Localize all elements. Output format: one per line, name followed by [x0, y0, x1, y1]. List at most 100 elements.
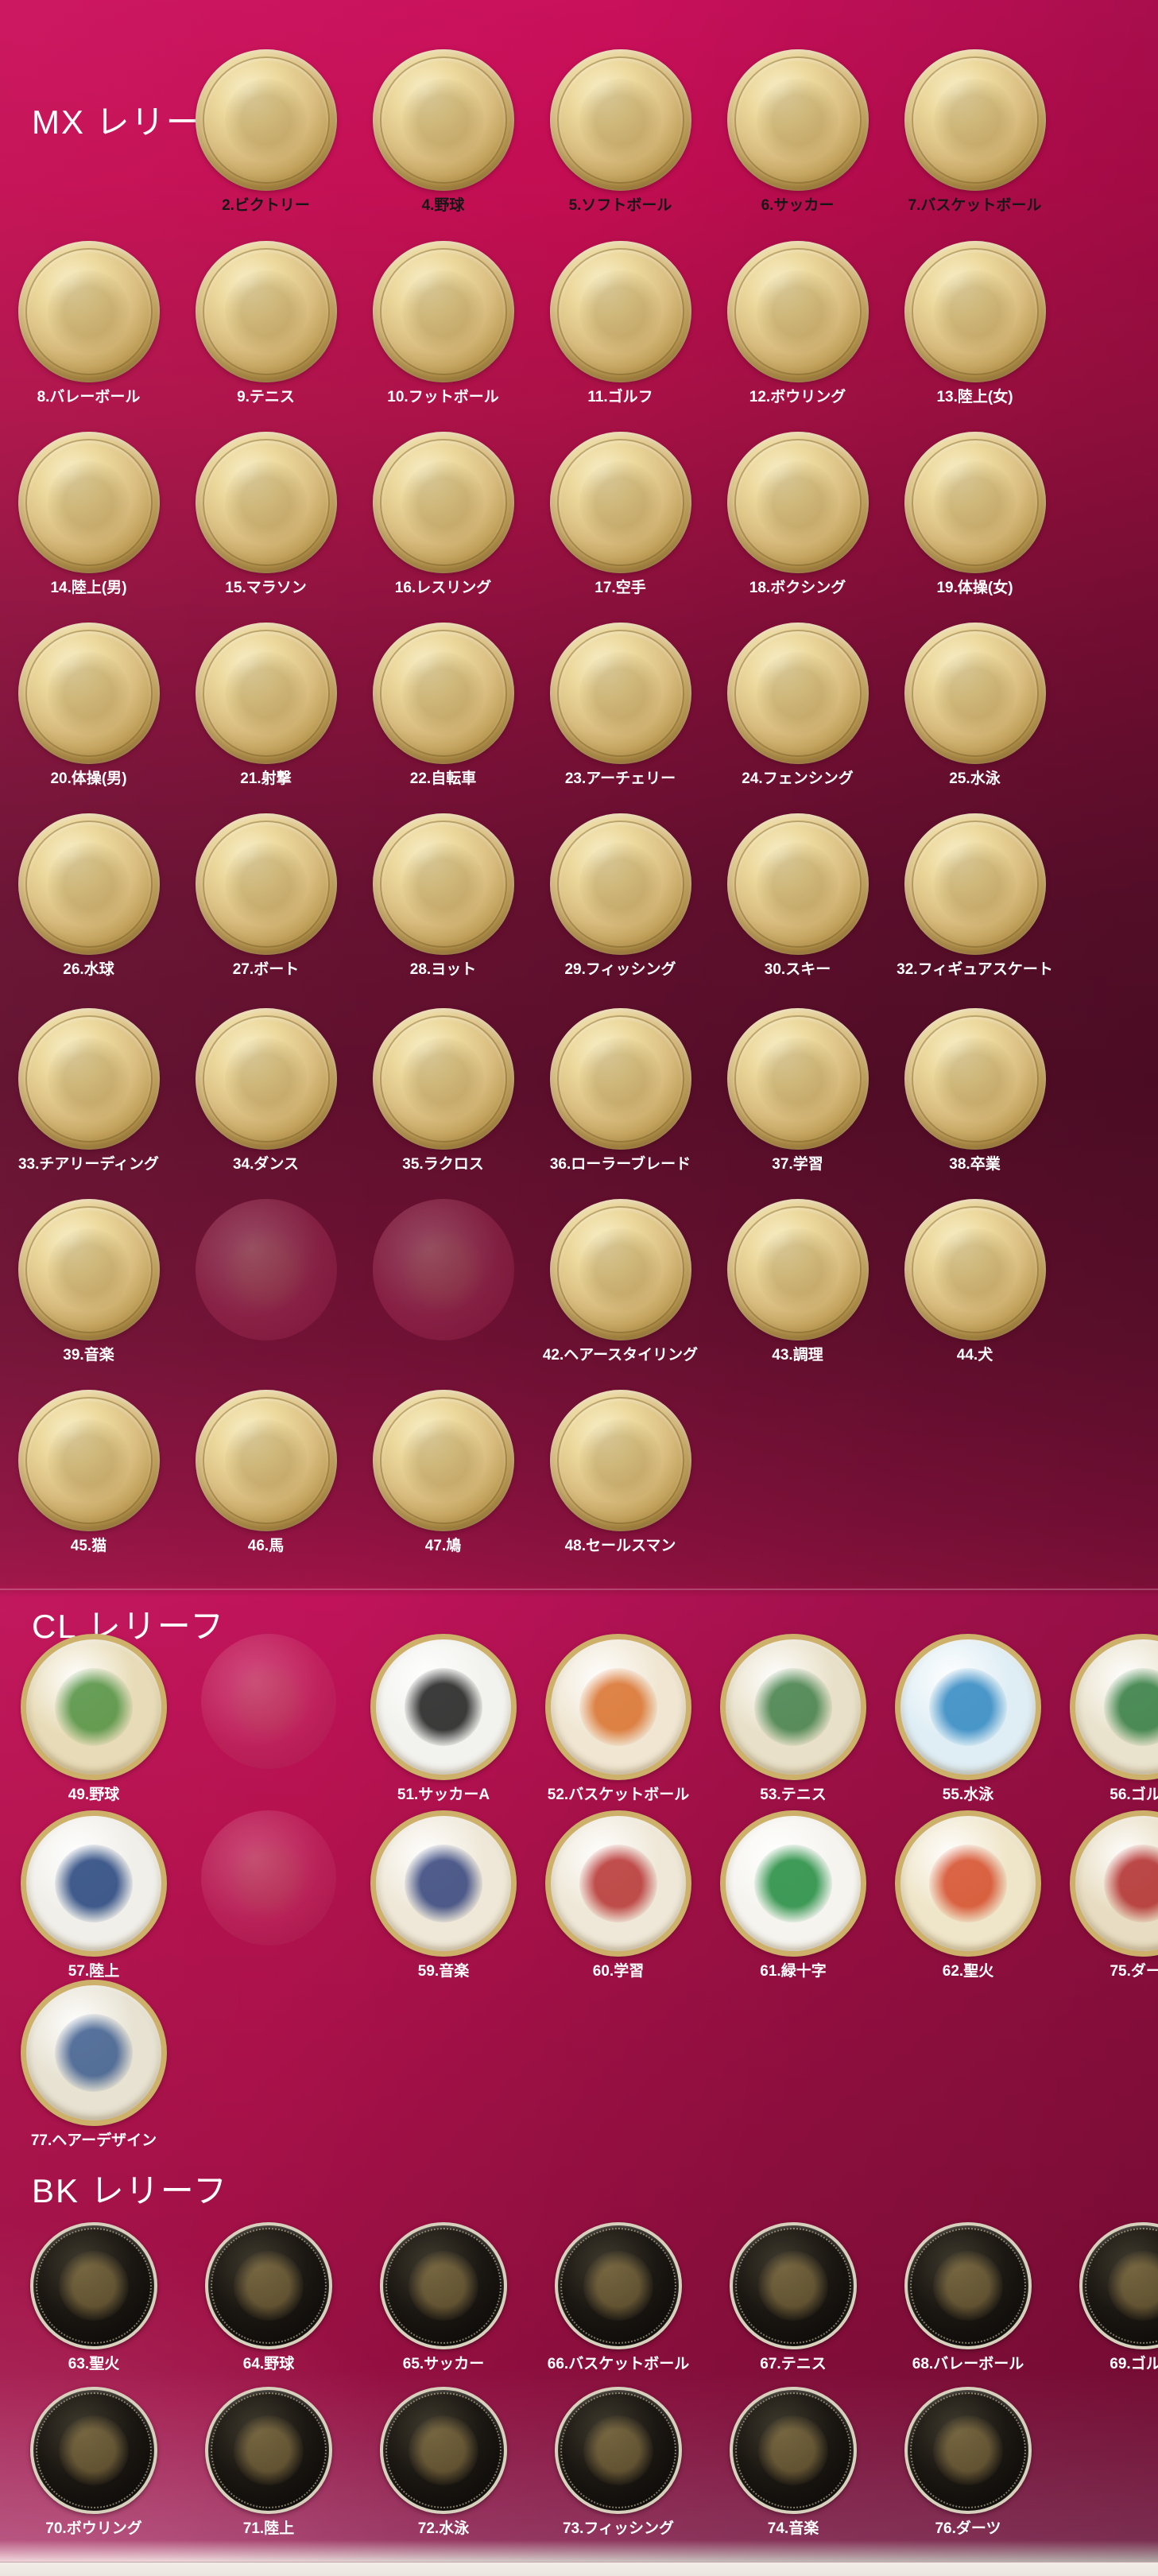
medal-label: 76.ダーツ — [935, 2520, 1001, 2537]
medal-relief-design — [933, 1228, 1017, 1311]
medal-relief-design — [401, 270, 485, 353]
medal-cell: 29.フィッシング — [532, 813, 709, 979]
medal-label: 14.陸上(男) — [50, 580, 127, 596]
medal-cell: 67.テニス — [706, 2222, 881, 2373]
medal-image — [904, 1199, 1046, 1340]
medal-label: 17.空手 — [594, 580, 646, 596]
medal-image — [372, 1008, 514, 1150]
medal-relief-design — [579, 461, 662, 544]
medal-relief-design — [928, 1667, 1008, 1747]
medal-row: 26.水球 27.ボート 28.ヨット 29.フィッシング 30.スキー 32.フィギュア… — [0, 813, 1063, 979]
medal-relief-design — [47, 270, 130, 353]
medal-cell: 16.レスリング — [354, 432, 532, 597]
medal-relief-design — [933, 79, 1017, 161]
medal-image — [904, 241, 1046, 382]
medal-relief-design — [224, 843, 308, 925]
medal-image — [549, 241, 691, 382]
medal-relief-design — [579, 1038, 662, 1120]
medal-image — [21, 1634, 167, 1780]
medal-label: 27.ボート — [232, 961, 300, 978]
medal-cell: 32.フィギュアスケート — [886, 813, 1063, 979]
ghost-medal-image — [201, 1634, 336, 1769]
medal-image — [380, 2222, 507, 2349]
medal-cell: 73.フィッシング — [531, 2387, 706, 2538]
medal-label: 67.テニス — [760, 2356, 827, 2372]
medal-relief-design — [224, 79, 308, 161]
medal-label: 64.野球 — [242, 2356, 295, 2372]
medal-cell: 25.水泳 — [886, 623, 1063, 788]
medal-row: 33.チアリーディング 34.ダンス 35.ラクロス 36.ローラーブレード 37.学習… — [0, 1008, 1063, 1174]
medal-relief-design — [756, 270, 839, 353]
medal-label: 29.フィッシング — [564, 961, 676, 978]
medal-relief-design — [756, 843, 839, 925]
medal-relief-design — [401, 1419, 485, 1502]
medal-relief-design — [47, 652, 130, 735]
medal-relief-design — [579, 652, 662, 735]
medal-cell: 24.フェンシング — [709, 623, 886, 788]
medal-label: 7.バスケットボール — [908, 197, 1042, 214]
ghost-medal-image — [201, 1810, 336, 1946]
medal-cell: 33.チアリーディング — [0, 1008, 177, 1174]
medal-row: 14.陸上(男) 15.マラソン 16.レスリング 17.空手 18.ボクシング 19.体… — [0, 432, 1063, 597]
medal-relief-design — [756, 1228, 839, 1311]
medal-cell: 19.体操(女) — [886, 432, 1063, 597]
medal-image — [895, 1634, 1041, 1780]
medal-image — [549, 432, 691, 573]
medal-image — [372, 241, 514, 382]
medal-relief-design — [933, 1038, 1017, 1120]
medal-image — [195, 1008, 337, 1150]
medal-relief-design — [579, 1844, 658, 1923]
medal-label: 36.ローラーブレード — [549, 1156, 691, 1173]
medal-cell: 45.猫 — [0, 1390, 177, 1555]
medal-image — [1070, 1634, 1158, 1780]
medal-cell: 47.鳩 — [354, 1390, 532, 1555]
medal-cell: 2.ビクトリー — [177, 49, 354, 215]
medal-label: 66.バスケットボール — [547, 2356, 690, 2372]
medal-cell: 9.テニス — [177, 241, 354, 406]
medal-label: 75.ダーツ — [1110, 1963, 1158, 1980]
medal-cell: 46.馬 — [177, 1390, 354, 1555]
medal-cell: 17.空手 — [532, 432, 709, 597]
medal-relief-design — [933, 461, 1017, 544]
medal-cell: 75.ダーツ — [1055, 1810, 1158, 1980]
medal-image — [17, 1199, 160, 1340]
medal-label: 51.サッカーA — [397, 1787, 490, 1803]
medal-relief-design — [583, 2250, 654, 2322]
medal-label: 33.チアリーディング — [17, 1156, 160, 1173]
medal-cell: 34.ダンス — [177, 1008, 354, 1174]
medal-image — [205, 2387, 332, 2514]
medal-relief-design — [401, 652, 485, 735]
medal-cell: 68.バレーボール — [881, 2222, 1055, 2373]
medal-relief-design — [224, 1419, 308, 1502]
medal-label: 15.マラソン — [225, 580, 307, 596]
medal-relief-design — [233, 2415, 304, 2486]
medal-row: 20.体操(男) 21.射撃 22.自転車 23.アーチェリー 24.フェンシング 25.… — [0, 623, 1063, 788]
medal-label: 69.ゴルフ — [1110, 2356, 1158, 2372]
medal-cell: 74.音楽 — [706, 2387, 881, 2538]
section-title-cl-relief: CL レリーフ — [32, 1608, 226, 1645]
medal-image — [195, 432, 337, 573]
section-divider — [0, 1589, 1158, 1590]
medal-relief-design — [54, 2013, 134, 2093]
medal-image — [21, 1810, 167, 1957]
medal-cell: 57.陸上 — [6, 1810, 181, 1980]
medal-label: 28.ヨット — [409, 961, 477, 978]
medal-relief-design — [224, 1228, 308, 1311]
medal-cell — [181, 1634, 356, 1769]
medal-image — [21, 1980, 167, 2126]
medal-cell: 61.緑十字 — [706, 1810, 881, 1980]
medal-relief-design — [932, 2250, 1004, 2322]
medal-relief-design — [933, 843, 1017, 925]
medal-label: 47.鳩 — [424, 1538, 462, 1554]
medal-image — [370, 1634, 517, 1780]
medal-relief-design — [579, 843, 662, 925]
medal-image — [372, 1390, 514, 1531]
medal-label: 63.聖火 — [68, 2356, 120, 2372]
medal-relief-design — [54, 1667, 134, 1747]
medal-label: 10.フットボール — [387, 389, 499, 405]
medal-relief-design — [933, 270, 1017, 353]
medal-relief-design — [933, 652, 1017, 735]
ghost-medal-image — [372, 1199, 514, 1340]
medal-label: 62.聖火 — [942, 1963, 994, 1980]
